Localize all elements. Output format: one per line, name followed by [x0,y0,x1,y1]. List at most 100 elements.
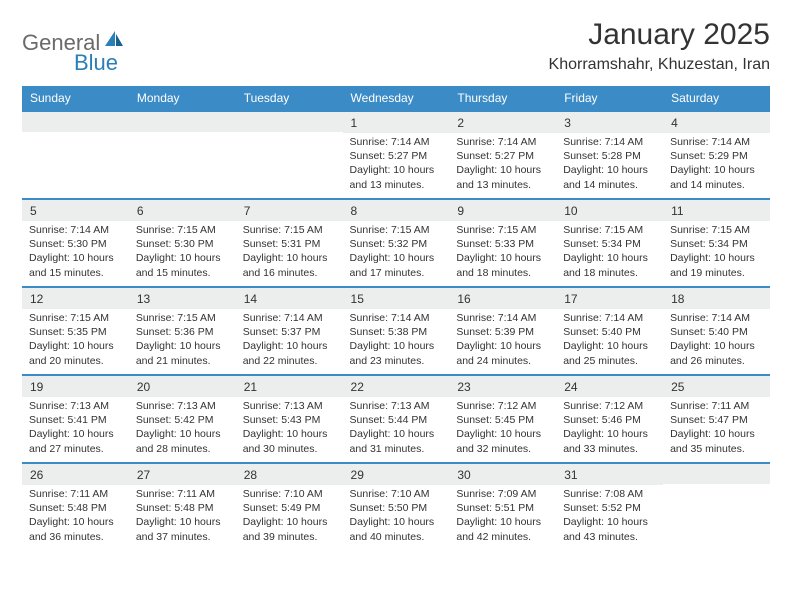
day-number: 18 [663,288,770,309]
day-cell-9: 9Sunrise: 7:15 AMSunset: 5:33 PMDaylight… [449,199,556,287]
day-header-friday: Friday [556,86,663,111]
day-cell-22: 22Sunrise: 7:13 AMSunset: 5:44 PMDayligh… [343,375,450,463]
day-number: 6 [129,200,236,221]
day-details: Sunrise: 7:09 AMSunset: 5:51 PMDaylight:… [449,485,556,548]
day-cell-21: 21Sunrise: 7:13 AMSunset: 5:43 PMDayligh… [236,375,343,463]
day-details: Sunrise: 7:11 AMSunset: 5:48 PMDaylight:… [22,485,129,548]
day-details: Sunrise: 7:14 AMSunset: 5:27 PMDaylight:… [343,133,450,196]
day-cell-12: 12Sunrise: 7:15 AMSunset: 5:35 PMDayligh… [22,287,129,375]
day-number: 28 [236,464,343,485]
day-header-monday: Monday [129,86,236,111]
day-cell-5: 5Sunrise: 7:14 AMSunset: 5:30 PMDaylight… [22,199,129,287]
day-details: Sunrise: 7:13 AMSunset: 5:43 PMDaylight:… [236,397,343,460]
day-cell-14: 14Sunrise: 7:14 AMSunset: 5:37 PMDayligh… [236,287,343,375]
day-details: Sunrise: 7:14 AMSunset: 5:40 PMDaylight:… [663,309,770,372]
day-header-sunday: Sunday [22,86,129,111]
day-number: 26 [22,464,129,485]
logo: GeneralBlue [22,18,124,76]
day-cell-24: 24Sunrise: 7:12 AMSunset: 5:46 PMDayligh… [556,375,663,463]
day-details: Sunrise: 7:14 AMSunset: 5:27 PMDaylight:… [449,133,556,196]
day-number: 7 [236,200,343,221]
week-row: 5Sunrise: 7:14 AMSunset: 5:30 PMDaylight… [22,199,770,287]
day-details: Sunrise: 7:14 AMSunset: 5:38 PMDaylight:… [343,309,450,372]
day-cell-2: 2Sunrise: 7:14 AMSunset: 5:27 PMDaylight… [449,111,556,199]
week-row: 19Sunrise: 7:13 AMSunset: 5:41 PMDayligh… [22,375,770,463]
day-number: 29 [343,464,450,485]
day-cell-15: 15Sunrise: 7:14 AMSunset: 5:38 PMDayligh… [343,287,450,375]
day-cell-8: 8Sunrise: 7:15 AMSunset: 5:32 PMDaylight… [343,199,450,287]
day-number: 27 [129,464,236,485]
day-number: 13 [129,288,236,309]
day-header-tuesday: Tuesday [236,86,343,111]
day-details: Sunrise: 7:14 AMSunset: 5:40 PMDaylight:… [556,309,663,372]
day-number: 16 [449,288,556,309]
day-details: Sunrise: 7:15 AMSunset: 5:31 PMDaylight:… [236,221,343,284]
day-cell-17: 17Sunrise: 7:14 AMSunset: 5:40 PMDayligh… [556,287,663,375]
day-number-empty [236,112,343,132]
day-details: Sunrise: 7:13 AMSunset: 5:44 PMDaylight:… [343,397,450,460]
day-details: Sunrise: 7:15 AMSunset: 5:32 PMDaylight:… [343,221,450,284]
day-cell-27: 27Sunrise: 7:11 AMSunset: 5:48 PMDayligh… [129,463,236,551]
calendar-table: SundayMondayTuesdayWednesdayThursdayFrid… [22,86,770,551]
day-details: Sunrise: 7:10 AMSunset: 5:50 PMDaylight:… [343,485,450,548]
day-cell-1: 1Sunrise: 7:14 AMSunset: 5:27 PMDaylight… [343,111,450,199]
day-number: 17 [556,288,663,309]
day-header-row: SundayMondayTuesdayWednesdayThursdayFrid… [22,86,770,111]
day-details: Sunrise: 7:11 AMSunset: 5:47 PMDaylight:… [663,397,770,460]
day-cell-empty [129,111,236,199]
day-number: 20 [129,376,236,397]
week-row: 12Sunrise: 7:15 AMSunset: 5:35 PMDayligh… [22,287,770,375]
header: GeneralBlue January 2025 Khorramshahr, K… [22,18,770,76]
day-number: 30 [449,464,556,485]
day-cell-4: 4Sunrise: 7:14 AMSunset: 5:29 PMDaylight… [663,111,770,199]
day-details: Sunrise: 7:15 AMSunset: 5:33 PMDaylight:… [449,221,556,284]
day-header-saturday: Saturday [663,86,770,111]
day-cell-6: 6Sunrise: 7:15 AMSunset: 5:30 PMDaylight… [129,199,236,287]
day-number: 3 [556,112,663,133]
day-cell-16: 16Sunrise: 7:14 AMSunset: 5:39 PMDayligh… [449,287,556,375]
day-number: 31 [556,464,663,485]
day-cell-empty [663,463,770,551]
day-number: 12 [22,288,129,309]
day-number: 22 [343,376,450,397]
day-cell-28: 28Sunrise: 7:10 AMSunset: 5:49 PMDayligh… [236,463,343,551]
day-number-empty [663,464,770,484]
logo-text-blue: Blue [74,50,124,76]
day-details: Sunrise: 7:12 AMSunset: 5:45 PMDaylight:… [449,397,556,460]
day-details: Sunrise: 7:14 AMSunset: 5:28 PMDaylight:… [556,133,663,196]
day-cell-empty [22,111,129,199]
day-number: 15 [343,288,450,309]
day-number: 8 [343,200,450,221]
day-cell-26: 26Sunrise: 7:11 AMSunset: 5:48 PMDayligh… [22,463,129,551]
day-cell-23: 23Sunrise: 7:12 AMSunset: 5:45 PMDayligh… [449,375,556,463]
day-details: Sunrise: 7:15 AMSunset: 5:30 PMDaylight:… [129,221,236,284]
day-cell-11: 11Sunrise: 7:15 AMSunset: 5:34 PMDayligh… [663,199,770,287]
day-cell-empty [236,111,343,199]
day-number: 4 [663,112,770,133]
day-details: Sunrise: 7:12 AMSunset: 5:46 PMDaylight:… [556,397,663,460]
day-details: Sunrise: 7:11 AMSunset: 5:48 PMDaylight:… [129,485,236,548]
day-header-wednesday: Wednesday [343,86,450,111]
day-details: Sunrise: 7:15 AMSunset: 5:36 PMDaylight:… [129,309,236,372]
day-number: 5 [22,200,129,221]
day-number-empty [129,112,236,132]
day-cell-19: 19Sunrise: 7:13 AMSunset: 5:41 PMDayligh… [22,375,129,463]
day-cell-30: 30Sunrise: 7:09 AMSunset: 5:51 PMDayligh… [449,463,556,551]
day-details: Sunrise: 7:13 AMSunset: 5:42 PMDaylight:… [129,397,236,460]
day-number: 2 [449,112,556,133]
day-details: Sunrise: 7:15 AMSunset: 5:35 PMDaylight:… [22,309,129,372]
week-row: 26Sunrise: 7:11 AMSunset: 5:48 PMDayligh… [22,463,770,551]
day-number: 10 [556,200,663,221]
day-details: Sunrise: 7:14 AMSunset: 5:30 PMDaylight:… [22,221,129,284]
day-cell-10: 10Sunrise: 7:15 AMSunset: 5:34 PMDayligh… [556,199,663,287]
day-number: 24 [556,376,663,397]
day-details: Sunrise: 7:13 AMSunset: 5:41 PMDaylight:… [22,397,129,460]
day-details: Sunrise: 7:08 AMSunset: 5:52 PMDaylight:… [556,485,663,548]
day-cell-25: 25Sunrise: 7:11 AMSunset: 5:47 PMDayligh… [663,375,770,463]
day-details: Sunrise: 7:15 AMSunset: 5:34 PMDaylight:… [663,221,770,284]
day-details: Sunrise: 7:14 AMSunset: 5:37 PMDaylight:… [236,309,343,372]
day-header-thursday: Thursday [449,86,556,111]
day-number: 9 [449,200,556,221]
day-cell-29: 29Sunrise: 7:10 AMSunset: 5:50 PMDayligh… [343,463,450,551]
day-number-empty [22,112,129,132]
